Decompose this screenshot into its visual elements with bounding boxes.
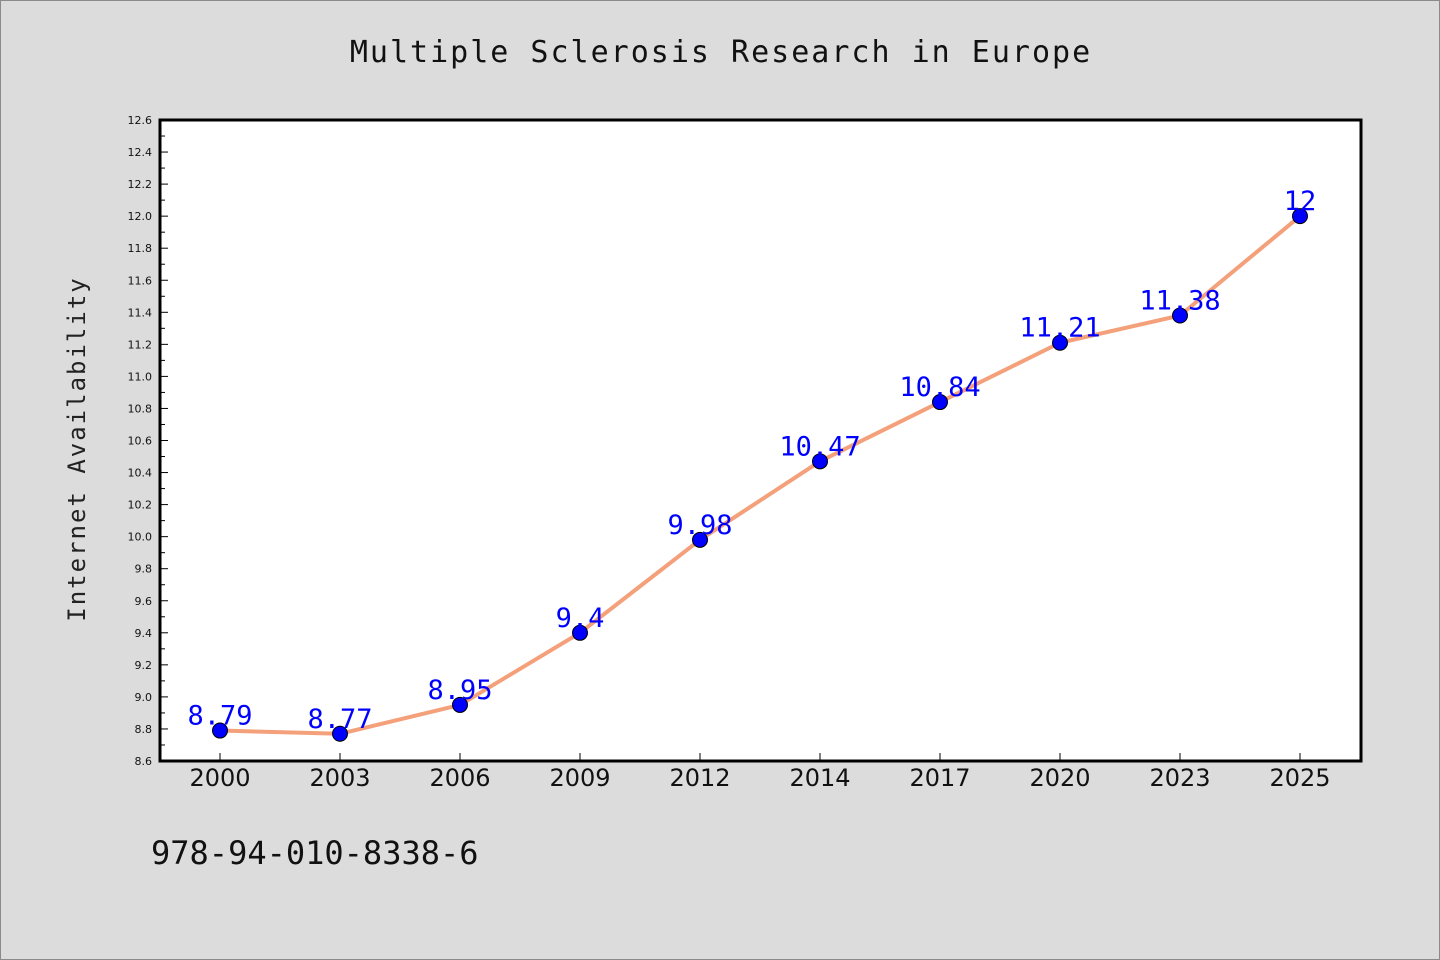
data-label: 10.47 xyxy=(779,431,860,462)
data-label: 11.21 xyxy=(1019,313,1100,344)
y-tick-label: 9.6 xyxy=(135,595,153,608)
y-tick-label: 9.0 xyxy=(135,691,153,704)
data-point xyxy=(212,722,228,739)
x-tick-label: 2006 xyxy=(429,764,490,792)
series-line xyxy=(218,214,1302,736)
isbn-text: 978-94-010-8338-6 xyxy=(151,834,479,872)
data-label: 8.95 xyxy=(427,675,492,706)
x-tick-label: 2020 xyxy=(1029,764,1090,792)
y-tick-label: 11.2 xyxy=(128,338,153,351)
x-tick-label: 2009 xyxy=(549,764,610,792)
y-tick-label: 11.6 xyxy=(128,274,153,287)
data-label: 8.79 xyxy=(187,701,252,732)
y-tick-label: 12.2 xyxy=(128,178,153,191)
y-tick-label: 10.0 xyxy=(128,531,153,544)
y-tick-label: 9.4 xyxy=(135,627,153,640)
plot-frame xyxy=(158,118,1363,763)
data-label: 12 xyxy=(1284,186,1317,217)
data-point xyxy=(1292,208,1308,225)
data-point xyxy=(452,696,468,713)
data-point xyxy=(332,725,348,742)
data-label: 9.98 xyxy=(667,510,732,541)
data-point xyxy=(692,531,708,548)
x-tick-label: 2000 xyxy=(189,764,250,792)
y-tick-label: 11.0 xyxy=(128,370,153,383)
y-tick-label: 10.2 xyxy=(128,499,153,512)
data-label: 10.84 xyxy=(899,372,980,403)
data-point xyxy=(1052,334,1068,351)
plot-area xyxy=(160,120,1361,761)
x-tick-label: 2003 xyxy=(309,764,370,792)
x-tick-label: 2023 xyxy=(1149,764,1210,792)
y-tick-label: 11.4 xyxy=(128,306,153,319)
x-tick-label: 2017 xyxy=(909,764,970,792)
y-tick-label: 9.2 xyxy=(135,659,153,672)
y-tick-label: 9.8 xyxy=(135,563,153,576)
x-tick-label: 2012 xyxy=(669,764,730,792)
data-point xyxy=(812,453,828,470)
y-tick-label: 12.6 xyxy=(128,114,153,127)
data-label: 8.77 xyxy=(307,704,372,735)
x-tick-label: 2014 xyxy=(789,764,850,792)
x-tick-label: 2025 xyxy=(1269,764,1330,792)
data-label: 11.38 xyxy=(1139,286,1220,317)
y-tick-label: 10.6 xyxy=(128,435,153,448)
y-tick-label: 12.4 xyxy=(128,146,153,159)
y-tick-label: 11.8 xyxy=(128,242,153,255)
y-tick-label: 12.0 xyxy=(128,210,153,223)
data-point xyxy=(1172,307,1188,324)
y-tick-label: 8.8 xyxy=(135,723,153,736)
data-point xyxy=(572,624,588,641)
data-point xyxy=(932,394,948,411)
chart-title: Multiple Sclerosis Research in Europe xyxy=(349,35,1093,70)
y-tick-label: 10.4 xyxy=(128,467,153,480)
y-tick-label: 8.6 xyxy=(135,755,153,768)
y-tick-label: 10.8 xyxy=(128,402,153,415)
data-label: 9.4 xyxy=(556,603,605,634)
